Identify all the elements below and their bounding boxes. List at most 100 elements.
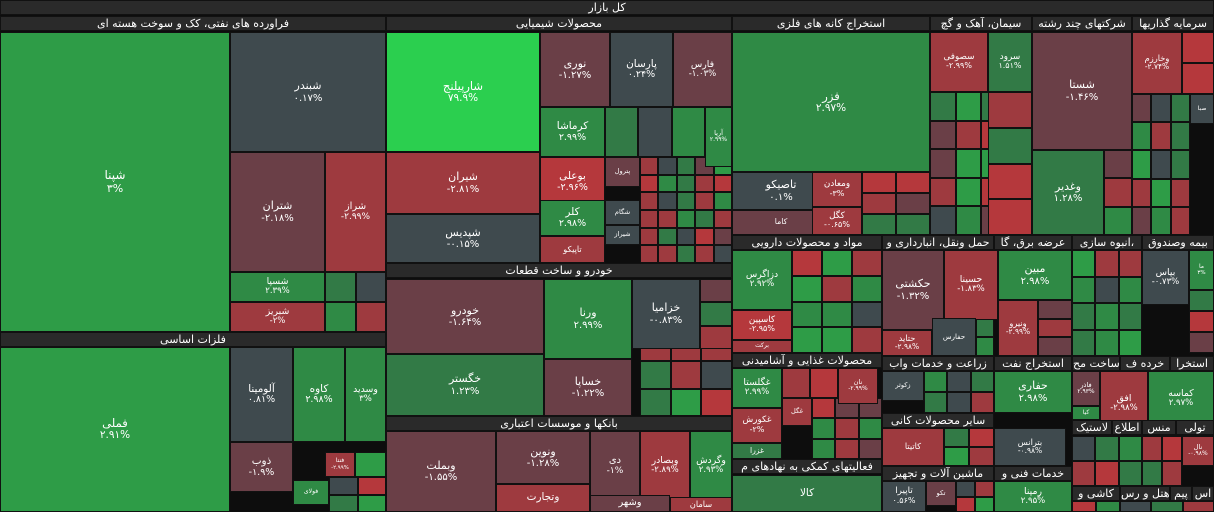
- sector-header-hotel[interactable]: هتل و رس: [1120, 486, 1170, 501]
- stock-tile-shebriz[interactable]: شبریز -۲%: [230, 302, 325, 332]
- stock-tile-petrol[interactable]: پترول: [605, 157, 640, 187]
- stock-tile-small[interactable]: [1095, 436, 1119, 461]
- stock-tile-vaniru[interactable]: ونیرو -۲.۹۹%: [998, 300, 1038, 356]
- stock-tile-hafari[interactable]: حفاری ۲.۹۸%: [994, 371, 1072, 413]
- stock-tile-small[interactable]: [1118, 250, 1142, 277]
- stock-tile-small[interactable]: [970, 371, 994, 392]
- sector-header-invest[interactable]: سرمایه گذاریها: [1132, 16, 1214, 31]
- stock-tile-small[interactable]: [988, 127, 1032, 164]
- sector-header-pim[interactable]: پیم: [1170, 486, 1192, 501]
- stock-tile-fars[interactable]: فارس -۱.۰۳%: [673, 32, 732, 107]
- stock-tile-small[interactable]: [1118, 276, 1142, 303]
- stock-tile-varna[interactable]: ورنا ۲.۹۹%: [544, 279, 632, 359]
- stock-tile-small[interactable]: [1104, 150, 1132, 179]
- sector-header-support[interactable]: فعالیتهای کمکی به نهادهای م: [732, 459, 882, 474]
- stock-tile-vetejarat[interactable]: وتجارت: [496, 484, 590, 512]
- stock-tile-small[interactable]: [676, 227, 696, 246]
- stock-tile-small[interactable]: [896, 193, 930, 214]
- stock-tile-sesoufi[interactable]: سصوفی -۲.۹۹%: [930, 32, 988, 92]
- stock-tile-small[interactable]: [792, 275, 822, 302]
- stock-tile-small[interactable]: [955, 206, 981, 235]
- sector-header-oilext[interactable]: استخراج نفت: [994, 356, 1072, 371]
- stock-tile-small[interactable]: [852, 250, 882, 276]
- stock-tile-small[interactable]: [955, 120, 981, 150]
- sector-header-machine[interactable]: ماشین آلات و تجهیز: [882, 466, 994, 481]
- stock-tile-small[interactable]: [1151, 94, 1171, 123]
- stock-tile-small[interactable]: [975, 481, 994, 497]
- stock-tile-small[interactable]: [1072, 303, 1096, 330]
- stock-tile-shepna[interactable]: شپنا ۳%: [0, 32, 230, 332]
- stock-tile-small[interactable]: [975, 496, 994, 512]
- stock-tile-small[interactable]: [713, 174, 732, 193]
- stock-tile-small[interactable]: [701, 388, 732, 416]
- sector-header-etela[interactable]: اطلاع: [1112, 420, 1142, 435]
- stock-tile-small[interactable]: [695, 174, 714, 193]
- stock-tile-small[interactable]: [700, 302, 732, 326]
- stock-tile-small[interactable]: [700, 325, 732, 349]
- sector-header-auto[interactable]: خودرو و ساخت قطعات: [386, 263, 732, 278]
- stock-tile-saman[interactable]: سامان: [670, 497, 732, 512]
- stock-tile-hafarain[interactable]: حفارس: [932, 318, 976, 356]
- stock-tile-small[interactable]: [1096, 501, 1120, 512]
- stock-tile-small[interactable]: [1170, 206, 1190, 235]
- stock-tile-bayas[interactable]: بپاس -۰.۷۳%: [1142, 250, 1189, 305]
- stock-tile-small[interactable]: [1118, 461, 1142, 486]
- stock-tile-sepa[interactable]: صبا: [1190, 94, 1214, 124]
- stock-tile-small[interactable]: [976, 318, 994, 337]
- stock-tile-vasedid[interactable]: وسدید ۳%: [345, 347, 386, 442]
- stock-tile-kegol[interactable]: کگل -۰.۶۵%: [812, 207, 862, 235]
- stock-tile-small[interactable]: [1151, 178, 1171, 207]
- stock-tile-kaya[interactable]: کیا: [1072, 406, 1100, 420]
- stock-tile-shasta[interactable]: شستا -۱.۴۶%: [1032, 32, 1132, 150]
- stock-tile-small[interactable]: [1118, 436, 1142, 461]
- stock-tile-small[interactable]: [1132, 94, 1152, 123]
- stock-tile-small[interactable]: [970, 392, 994, 413]
- stock-tile-shespa[interactable]: شسپا ۲.۳۹%: [230, 272, 325, 302]
- stock-tile-small[interactable]: [956, 481, 975, 497]
- stock-tile-small[interactable]: [658, 245, 677, 263]
- stock-tile-small[interactable]: [812, 418, 836, 439]
- stock-tile-small[interactable]: [792, 250, 822, 276]
- stock-tile-small[interactable]: [810, 368, 838, 398]
- stock-tile-small[interactable]: [862, 214, 896, 235]
- stock-tile-small[interactable]: [1104, 178, 1132, 207]
- stock-tile-bataransi[interactable]: بترانس -۰.۹۸%: [994, 428, 1066, 466]
- stock-tile-small[interactable]: [1170, 122, 1190, 151]
- stock-tile-hasina[interactable]: حسینا -۱.۸۳%: [944, 250, 998, 320]
- stock-tile-small[interactable]: [1104, 206, 1132, 235]
- stock-tile-kasipin[interactable]: کاسپین -۲.۹۵%: [732, 310, 792, 340]
- stock-tile-small[interactable]: [930, 120, 956, 150]
- stock-tile-small[interactable]: [896, 214, 930, 235]
- stock-tile-small[interactable]: [1072, 276, 1096, 303]
- stock-tile-small[interactable]: [988, 199, 1032, 235]
- stock-tile-small[interactable]: [947, 371, 971, 392]
- stock-tile-small[interactable]: [670, 388, 702, 416]
- stock-tile-small[interactable]: [1072, 329, 1096, 356]
- stock-tile-small[interactable]: [658, 157, 677, 175]
- stock-tile-small[interactable]: [638, 107, 672, 157]
- sector-header-transport[interactable]: حمل ونقل، انبارداری و: [882, 235, 994, 250]
- sector-header-pharma[interactable]: مواد و محصولات دارویی: [732, 235, 882, 250]
- stock-tile-small[interactable]: [1170, 178, 1190, 207]
- stock-tile-khodro[interactable]: خودرو -۱.۶۴%: [386, 279, 544, 354]
- stock-tile-small[interactable]: [713, 192, 732, 210]
- stock-tile-small[interactable]: [355, 452, 386, 477]
- stock-tile-tapira[interactable]: تاپیرا ۰.۵۶%: [882, 481, 926, 512]
- stock-tile-small[interactable]: [822, 250, 852, 276]
- stock-tile-fenta[interactable]: فنتا -۲.۹۹%: [325, 452, 355, 477]
- stock-tile-small[interactable]: [1072, 461, 1096, 486]
- sector-header-basemetal[interactable]: فلزات اساسی: [0, 332, 386, 347]
- stock-tile-khesapa[interactable]: خساپا -۱.۲۲%: [544, 359, 632, 416]
- stock-tile-small[interactable]: [852, 301, 882, 328]
- stock-tile-small[interactable]: [325, 272, 356, 302]
- stock-tile-small[interactable]: [658, 192, 677, 210]
- stock-tile-kaveh[interactable]: کاوه ۲.۹۸%: [293, 347, 345, 442]
- stock-tile-small[interactable]: [658, 227, 677, 246]
- stock-tile-small[interactable]: [1170, 94, 1190, 123]
- stock-tile-small[interactable]: [355, 302, 386, 332]
- stock-tile-small[interactable]: [969, 447, 994, 466]
- stock-tile-small[interactable]: [355, 272, 386, 302]
- stock-tile-small[interactable]: [944, 447, 969, 466]
- stock-tile-small[interactable]: [930, 177, 956, 207]
- stock-tile-small[interactable]: [852, 275, 882, 302]
